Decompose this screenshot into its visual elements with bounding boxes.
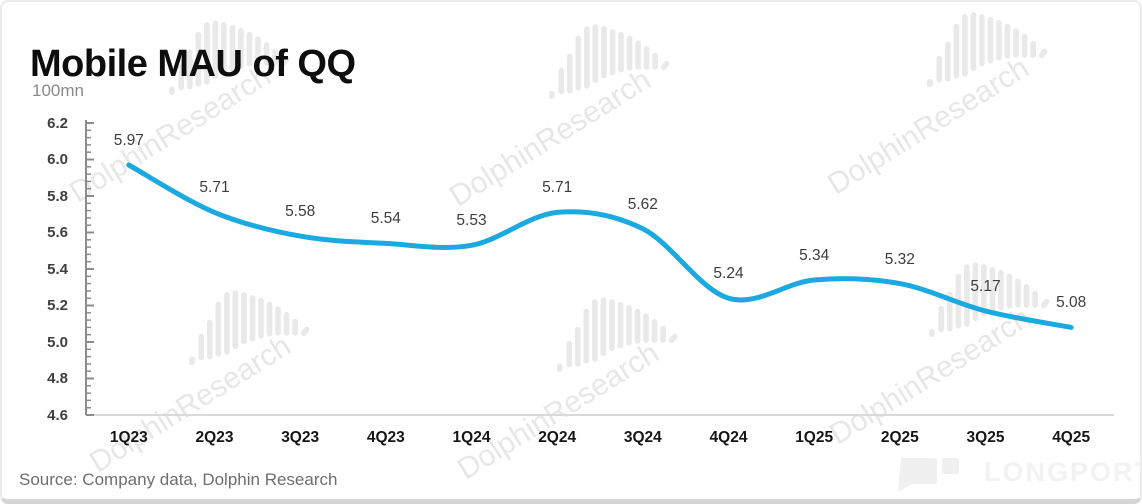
y-axis-tick-label: 4.8 [47, 370, 68, 387]
x-axis-tick-label: 1Q25 [795, 429, 834, 446]
data-point-label: 5.97 [113, 131, 144, 149]
y-axis-tick-label: 5.0 [47, 333, 68, 351]
x-axis-tick-label: 4Q25 [1052, 429, 1091, 446]
data-point-label: 5.58 [285, 203, 316, 221]
data-point-label: 5.17 [970, 277, 1001, 295]
x-axis-tick-label: 1Q23 [109, 429, 148, 446]
chart-title: Mobile MAU of QQ [30, 43, 356, 86]
data-point-label: 5.54 [370, 210, 401, 228]
x-axis-tick-label: 1Q24 [452, 429, 491, 446]
data-point-label: 5.53 [456, 212, 487, 230]
y-axis-tick-label: 5.4 [47, 260, 68, 278]
y-axis-tick-label: 5.6 [47, 224, 68, 241]
data-point-label: 5.08 [1056, 294, 1087, 312]
x-axis-tick-label: 3Q24 [623, 429, 662, 446]
y-axis-tick-label: 5.8 [47, 187, 68, 205]
y-axis-tick-label: 6.0 [47, 151, 68, 168]
x-axis-tick-label: 2Q25 [880, 429, 919, 446]
x-axis-tick-label: 3Q23 [281, 429, 320, 446]
mau-line-series [126, 162, 1074, 330]
y-axis-unit-label: 100mn [32, 81, 84, 100]
y-axis-tick-label: 6.2 [47, 114, 68, 132]
y-axis-tick-label: 4.6 [47, 406, 68, 424]
x-axis-tick-label: 4Q24 [709, 429, 748, 446]
x-axis-tick-label: 4Q23 [366, 429, 405, 446]
data-point-label: 5.71 [199, 179, 230, 197]
data-point-label: 5.32 [884, 250, 915, 268]
data-point-label: 5.24 [713, 265, 744, 283]
y-axis-tick-label: 5.2 [47, 297, 68, 314]
data-point-label: 5.71 [542, 179, 573, 197]
x-axis-tick-label: 2Q24 [538, 429, 577, 446]
x-axis-tick-label: 2Q23 [195, 429, 234, 446]
data-point-label: 5.34 [799, 246, 830, 264]
source-note: Source: Company data, Dolphin Research [19, 470, 338, 489]
longport-wordmark: LONGPORT [984, 457, 1142, 487]
x-axis-tick-label: 3Q25 [966, 429, 1005, 446]
data-point-label: 5.62 [627, 195, 658, 213]
longport-bubble-icon [898, 458, 959, 492]
longport-logo: LONGPORT [898, 457, 1142, 492]
